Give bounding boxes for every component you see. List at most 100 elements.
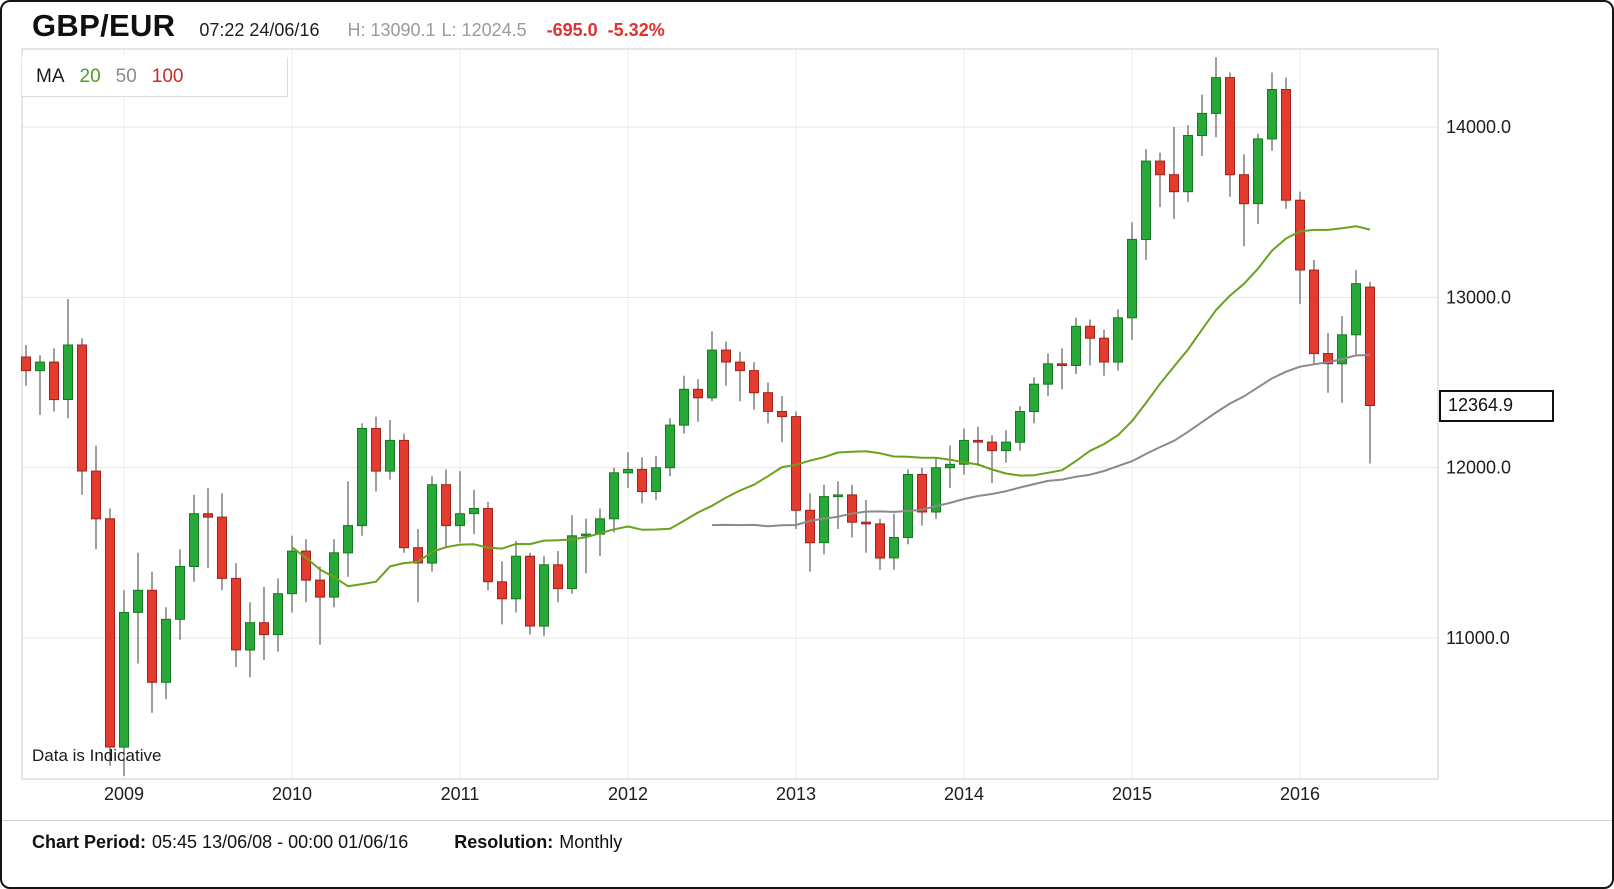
change-percent: -5.32% xyxy=(607,20,665,40)
candle-body-down xyxy=(973,439,983,443)
y-axis-label: 12000.0 xyxy=(1446,458,1511,478)
candle-body-up xyxy=(1127,238,1137,319)
ma-legend[interactable]: MA 20 50 100 xyxy=(22,57,288,97)
candle-body-down xyxy=(1365,286,1375,407)
y-axis-label: 14000.0 xyxy=(1446,117,1511,137)
candle-body-up xyxy=(63,344,73,400)
chart-period-value: 05:45 13/06/08 - 00:00 01/06/16 xyxy=(152,832,409,852)
candle-body-down xyxy=(497,581,507,600)
candle-body-down xyxy=(553,564,563,590)
indicative-watermark: Data is Indicative xyxy=(32,746,162,765)
candle-body-down xyxy=(721,349,731,363)
candle-body-up xyxy=(567,535,577,590)
candle-body-up xyxy=(931,467,941,513)
candle-body-down xyxy=(21,356,31,372)
candle-body-up xyxy=(161,618,171,683)
chart-header: GBP/EUR 07:22 24/06/16 H: 13090.1 L: 1202… xyxy=(32,8,675,44)
candle-body-down xyxy=(861,521,871,525)
candle-body-down xyxy=(1155,160,1165,176)
candle-body-up xyxy=(1001,441,1011,452)
candle-body-up xyxy=(833,494,843,498)
candle-body-up xyxy=(651,467,661,493)
x-axis-label: 2016 xyxy=(1280,784,1320,804)
candle-body-down xyxy=(847,494,857,523)
candle-body-down xyxy=(231,577,241,651)
candle-body-up xyxy=(469,508,479,515)
candle-body-up xyxy=(707,349,717,399)
candle-body-down xyxy=(413,547,423,564)
candle-body-down xyxy=(1323,353,1333,365)
candle-body-up xyxy=(1029,383,1039,413)
candle-body-down xyxy=(77,344,87,472)
candle-body-down xyxy=(1225,77,1235,176)
plot-border xyxy=(21,48,1439,780)
candle-body-down xyxy=(483,508,493,583)
candle-body-down xyxy=(1309,269,1319,355)
candle-body-up xyxy=(427,484,437,564)
candle-body-down xyxy=(777,411,787,418)
candle-body-up xyxy=(1141,160,1151,241)
candle-body-up xyxy=(1253,138,1263,205)
high-low-readout: H: 13090.1 L: 12024.5 xyxy=(347,20,532,41)
candle-body-down xyxy=(49,361,59,401)
x-axis-label: 2009 xyxy=(104,784,144,804)
candle-body-up xyxy=(245,622,255,651)
candle-body-down xyxy=(399,439,409,549)
candle-body-down xyxy=(763,392,773,412)
candle-body-up xyxy=(133,589,143,613)
resolution-label: Resolution: xyxy=(454,832,554,852)
ma-label: MA xyxy=(36,65,65,87)
y-axis-label: 11000.0 xyxy=(1446,628,1510,648)
candle-body-down xyxy=(693,388,703,399)
candle-body-up xyxy=(889,537,899,559)
candle-body-down xyxy=(1281,89,1291,201)
candle-body-up xyxy=(609,472,619,520)
candle-body-up xyxy=(189,513,199,568)
candle-body-down xyxy=(1057,363,1067,366)
resolution-value: Monthly xyxy=(559,832,623,852)
candle-body-down xyxy=(1239,174,1249,205)
candle-body-down xyxy=(1085,325,1095,339)
ma-period-20: 20 xyxy=(79,65,101,87)
ma-period-100: 100 xyxy=(151,65,184,87)
chart-period-label: Chart Period: xyxy=(32,832,147,852)
candle-body-down xyxy=(301,550,311,581)
candle-body-down xyxy=(441,484,451,527)
low-readout: L: 12024.5 xyxy=(441,20,527,40)
candle-body-down xyxy=(147,589,157,683)
candle-body-up xyxy=(623,468,633,474)
candle-body-up xyxy=(1267,89,1277,140)
x-axis-label: 2014 xyxy=(944,784,984,804)
candle-body-down xyxy=(315,579,325,598)
x-axis-label: 2012 xyxy=(608,784,648,804)
candle-body-down xyxy=(259,622,269,636)
candle-body-down xyxy=(1169,174,1179,193)
candle-body-up xyxy=(1043,363,1053,385)
x-axis-label: 2015 xyxy=(1112,784,1152,804)
candle-body-down xyxy=(217,516,227,579)
y-axis-label: 13000.0 xyxy=(1446,287,1511,307)
candle-body-down xyxy=(875,523,885,559)
candle-body-up xyxy=(1113,317,1123,363)
high-readout: H: 13090.1 xyxy=(347,20,436,40)
candle-body-up xyxy=(343,525,353,554)
candle-body-up xyxy=(959,439,969,465)
footer-divider xyxy=(2,820,1612,821)
candle-body-up xyxy=(511,555,521,600)
x-axis-label: 2010 xyxy=(272,784,312,804)
candle-body-up xyxy=(1071,325,1081,366)
x-axis-label: 2011 xyxy=(441,784,480,804)
candle-body-down xyxy=(1295,199,1305,271)
ma-period-50: 50 xyxy=(115,65,137,87)
candle-body-down xyxy=(917,474,927,513)
candle-body-up xyxy=(287,550,297,595)
candle-body-down xyxy=(749,370,759,394)
candle-body-up xyxy=(1337,334,1347,365)
candle-body-down xyxy=(91,470,101,520)
candle-body-down xyxy=(805,509,815,544)
candle-body-up xyxy=(385,439,395,472)
candle-body-down xyxy=(525,555,535,627)
candle-body-up xyxy=(679,388,689,426)
